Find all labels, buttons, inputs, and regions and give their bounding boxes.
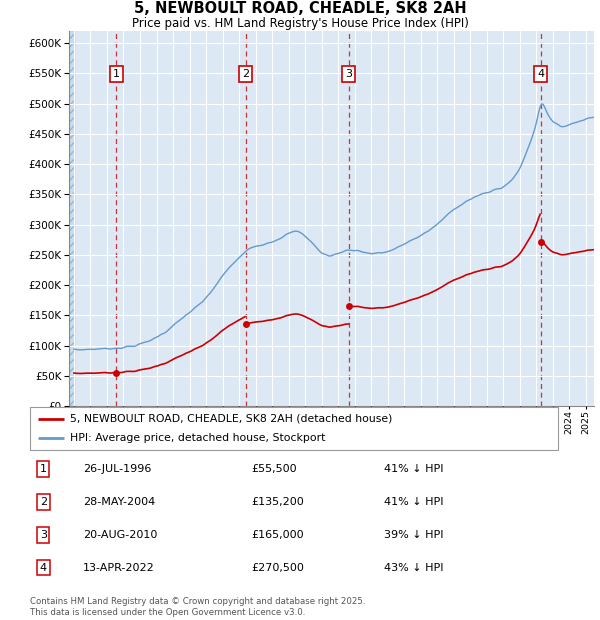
Bar xyxy=(69,31,75,406)
Text: £165,000: £165,000 xyxy=(252,529,304,540)
Text: £55,500: £55,500 xyxy=(252,464,298,474)
Text: £135,200: £135,200 xyxy=(252,497,305,507)
Text: 4: 4 xyxy=(537,69,544,79)
Text: 2: 2 xyxy=(40,497,47,507)
Text: 3: 3 xyxy=(40,529,47,540)
Text: 3: 3 xyxy=(345,69,352,79)
Text: £270,500: £270,500 xyxy=(252,562,305,573)
Text: 43% ↓ HPI: 43% ↓ HPI xyxy=(384,562,443,573)
Text: 28-MAY-2004: 28-MAY-2004 xyxy=(83,497,155,507)
Text: 5, NEWBOULT ROAD, CHEADLE, SK8 2AH (detached house): 5, NEWBOULT ROAD, CHEADLE, SK8 2AH (deta… xyxy=(70,414,392,423)
Text: 2: 2 xyxy=(242,69,250,79)
Text: 39% ↓ HPI: 39% ↓ HPI xyxy=(384,529,443,540)
Text: 41% ↓ HPI: 41% ↓ HPI xyxy=(384,464,443,474)
Text: 1: 1 xyxy=(40,464,47,474)
Bar xyxy=(69,31,75,406)
Text: 4: 4 xyxy=(40,562,47,573)
FancyBboxPatch shape xyxy=(30,407,558,450)
Text: 26-JUL-1996: 26-JUL-1996 xyxy=(83,464,151,474)
Text: Price paid vs. HM Land Registry's House Price Index (HPI): Price paid vs. HM Land Registry's House … xyxy=(131,17,469,30)
Text: Contains HM Land Registry data © Crown copyright and database right 2025.
This d: Contains HM Land Registry data © Crown c… xyxy=(30,598,365,617)
Text: 5, NEWBOULT ROAD, CHEADLE, SK8 2AH: 5, NEWBOULT ROAD, CHEADLE, SK8 2AH xyxy=(134,1,466,16)
Text: HPI: Average price, detached house, Stockport: HPI: Average price, detached house, Stoc… xyxy=(70,433,325,443)
Text: 13-APR-2022: 13-APR-2022 xyxy=(83,562,155,573)
Text: 1: 1 xyxy=(113,69,120,79)
Text: 20-AUG-2010: 20-AUG-2010 xyxy=(83,529,157,540)
Text: 41% ↓ HPI: 41% ↓ HPI xyxy=(384,497,443,507)
